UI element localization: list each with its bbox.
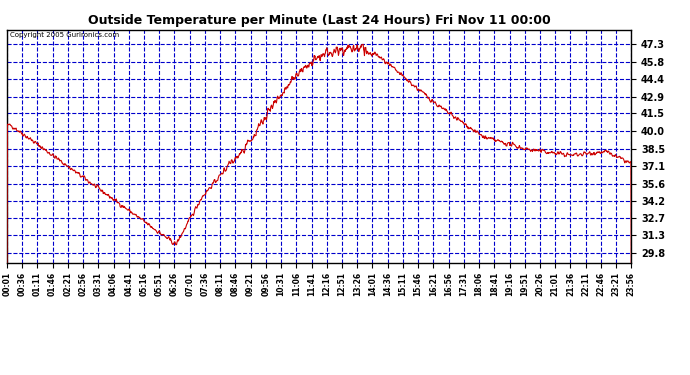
Title: Outside Temperature per Minute (Last 24 Hours) Fri Nov 11 00:00: Outside Temperature per Minute (Last 24 … xyxy=(88,15,551,27)
Text: Copyright 2005 Gurlronics.com: Copyright 2005 Gurlronics.com xyxy=(10,32,119,38)
